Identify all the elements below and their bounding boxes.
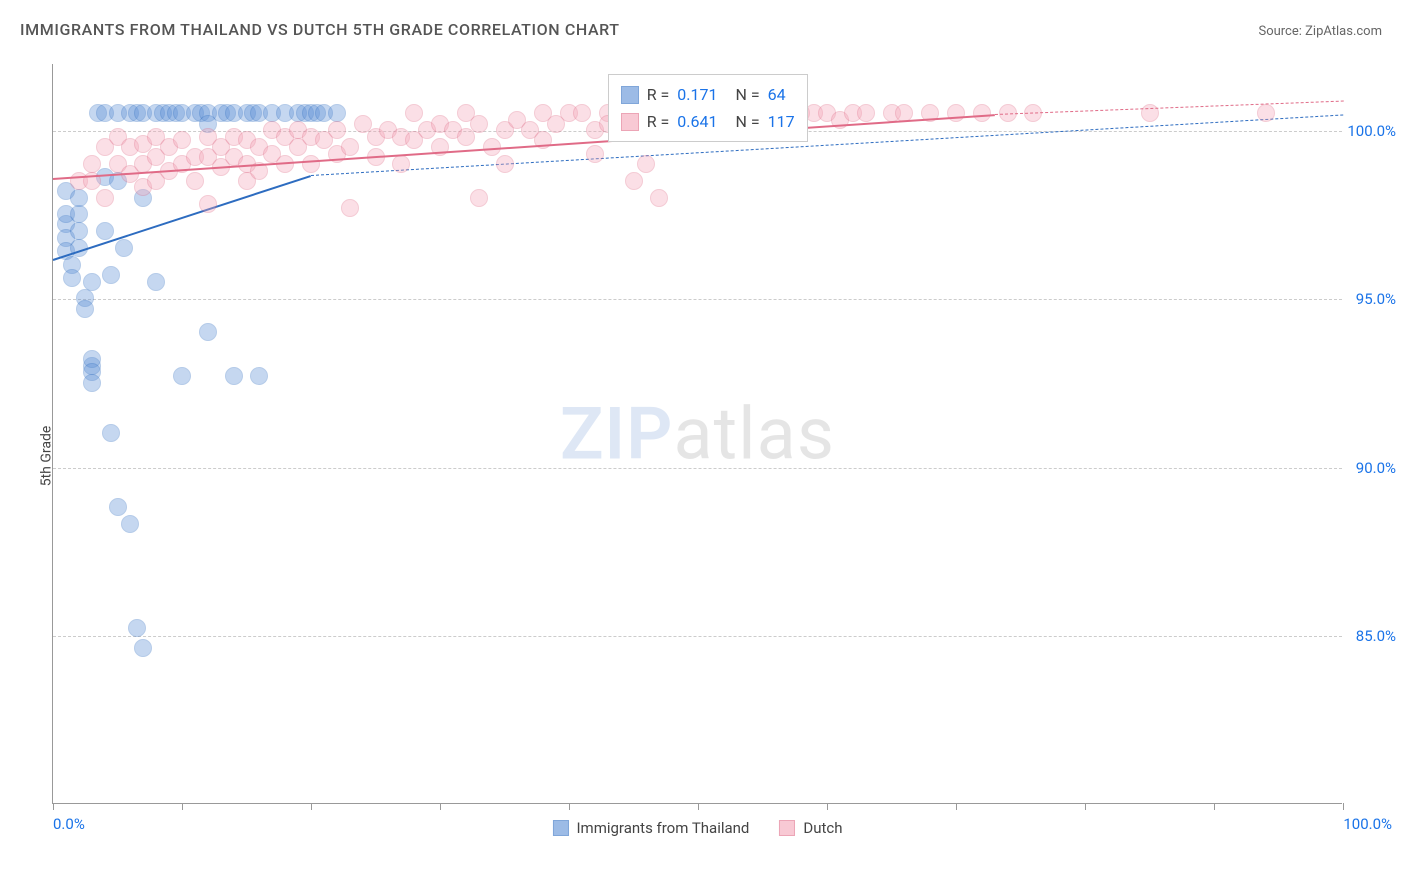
legend-swatch bbox=[621, 86, 639, 104]
x-tick-mark bbox=[569, 803, 570, 810]
scatter-point bbox=[186, 172, 204, 190]
scatter-point bbox=[199, 323, 217, 341]
n-value: 117 bbox=[768, 108, 795, 135]
x-tick-mark bbox=[53, 803, 54, 810]
plot-area: ZIPatlas 85.0%90.0%95.0%100.0%0.0%100.0%… bbox=[52, 64, 1342, 804]
legend-label: Dutch bbox=[803, 819, 842, 837]
r-value: 0.171 bbox=[677, 81, 717, 108]
x-tick-label-min: 0.0% bbox=[53, 815, 85, 833]
legend-swatch bbox=[779, 820, 795, 836]
x-tick-mark bbox=[827, 803, 828, 810]
n-label: N = bbox=[735, 108, 759, 135]
series-legend: Immigrants from Thailand Dutch bbox=[552, 819, 842, 837]
legend-item: Dutch bbox=[779, 819, 842, 837]
scatter-point bbox=[70, 222, 88, 240]
x-tick-mark bbox=[698, 803, 699, 810]
y-tick-label: 90.0% bbox=[1346, 459, 1396, 477]
scatter-point bbox=[457, 128, 475, 146]
scatter-point bbox=[70, 189, 88, 207]
scatter-point bbox=[470, 115, 488, 133]
scatter-point bbox=[70, 205, 88, 223]
gridline-h bbox=[53, 636, 1342, 637]
chart-container: 5th Grade ZIPatlas 85.0%90.0%95.0%100.0%… bbox=[44, 56, 1384, 856]
scatter-point bbox=[302, 155, 320, 173]
scatter-point bbox=[470, 189, 488, 207]
scatter-point bbox=[857, 104, 875, 122]
trend-line-dashed bbox=[995, 101, 1343, 115]
scatter-point bbox=[496, 155, 514, 173]
y-tick-label: 100.0% bbox=[1346, 122, 1396, 140]
scatter-point bbox=[115, 239, 133, 257]
scatter-point bbox=[128, 619, 146, 637]
chart-source: Source: ZipAtlas.com bbox=[1258, 24, 1382, 39]
legend-label: Immigrants from Thailand bbox=[576, 819, 749, 837]
scatter-point bbox=[341, 199, 359, 217]
y-tick-label: 85.0% bbox=[1346, 627, 1396, 645]
scatter-point bbox=[573, 104, 591, 122]
n-label: N = bbox=[735, 81, 759, 108]
scatter-point bbox=[947, 104, 965, 122]
scatter-point bbox=[1257, 104, 1275, 122]
scatter-point bbox=[83, 273, 101, 291]
scatter-point bbox=[250, 367, 268, 385]
stats-legend-row: R = 0.171 N = 64 bbox=[621, 81, 795, 108]
legend-swatch bbox=[552, 820, 568, 836]
scatter-point bbox=[173, 131, 191, 149]
r-label: R = bbox=[647, 81, 670, 108]
x-tick-mark bbox=[440, 803, 441, 810]
scatter-point bbox=[76, 300, 94, 318]
scatter-point bbox=[392, 155, 410, 173]
scatter-point bbox=[96, 189, 114, 207]
r-label: R = bbox=[647, 108, 670, 135]
scatter-point bbox=[199, 195, 217, 213]
watermark: ZIPatlas bbox=[560, 391, 835, 476]
scatter-point bbox=[650, 189, 668, 207]
x-tick-mark bbox=[1214, 803, 1215, 810]
scatter-point bbox=[405, 104, 423, 122]
gridline-h bbox=[53, 299, 1342, 300]
scatter-point bbox=[147, 273, 165, 291]
scatter-point bbox=[973, 104, 991, 122]
scatter-point bbox=[102, 266, 120, 284]
stats-legend: R = 0.171 N = 64 R = 0.641 N = 117 bbox=[608, 74, 808, 142]
gridline-h bbox=[53, 468, 1342, 469]
scatter-point bbox=[83, 155, 101, 173]
legend-swatch bbox=[621, 113, 639, 131]
scatter-point bbox=[225, 367, 243, 385]
stats-legend-row: R = 0.641 N = 117 bbox=[621, 108, 795, 135]
scatter-point bbox=[586, 145, 604, 163]
scatter-point bbox=[625, 172, 643, 190]
scatter-point bbox=[173, 367, 191, 385]
r-value: 0.641 bbox=[677, 108, 717, 135]
x-tick-label-max: 100.0% bbox=[1343, 815, 1392, 833]
scatter-point bbox=[341, 138, 359, 156]
scatter-point bbox=[83, 374, 101, 392]
x-tick-mark bbox=[311, 803, 312, 810]
n-value: 64 bbox=[768, 81, 786, 108]
x-tick-mark bbox=[1085, 803, 1086, 810]
scatter-point bbox=[328, 121, 346, 139]
scatter-point bbox=[63, 269, 81, 287]
scatter-point bbox=[637, 155, 655, 173]
x-tick-mark bbox=[182, 803, 183, 810]
scatter-point bbox=[134, 639, 152, 657]
chart-title: IMMIGRANTS FROM THAILAND VS DUTCH 5TH GR… bbox=[20, 20, 620, 39]
scatter-point bbox=[102, 424, 120, 442]
legend-item: Immigrants from Thailand bbox=[552, 819, 749, 837]
x-tick-mark bbox=[956, 803, 957, 810]
x-tick-mark bbox=[1343, 803, 1344, 810]
scatter-point bbox=[109, 498, 127, 516]
scatter-point bbox=[121, 515, 139, 533]
y-tick-label: 95.0% bbox=[1346, 290, 1396, 308]
scatter-point bbox=[96, 222, 114, 240]
scatter-point bbox=[328, 104, 346, 122]
